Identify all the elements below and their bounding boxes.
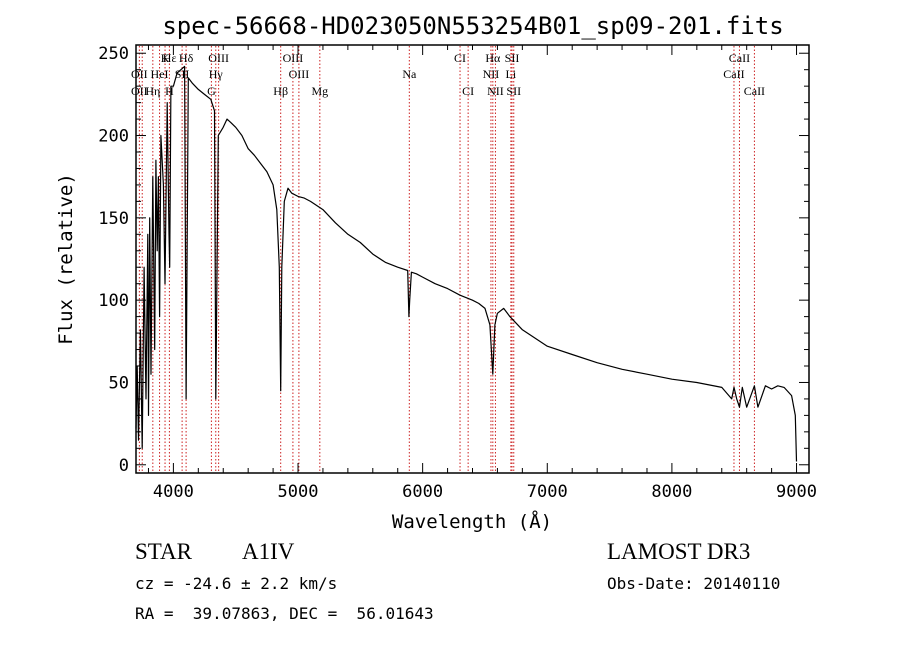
x-axis-label: Wavelength (Å) — [392, 510, 552, 533]
x-tick-label: 6000 — [402, 482, 443, 502]
observation-date: Obs-Date: 20140110 — [607, 574, 781, 593]
line-label: Hα — [485, 51, 501, 65]
line-label: CI — [462, 84, 474, 98]
y-tick-label: 0 — [119, 456, 129, 476]
y-tick-label: 250 — [98, 44, 129, 64]
line-label: HeI — [151, 67, 169, 81]
line-label: SII — [506, 84, 521, 98]
line-label: Na — [402, 67, 417, 81]
line-label: NII — [487, 84, 504, 98]
line-label: OIII — [283, 51, 304, 65]
x-tick-label: 8000 — [651, 482, 692, 502]
line-label: G — [207, 84, 216, 98]
emission-line-markers — [138, 46, 755, 472]
line-label: SII — [505, 51, 520, 65]
spectral-class: A1IV — [242, 539, 295, 564]
line-label: CaII — [723, 67, 744, 81]
redshift-velocity: cz = -24.6 ± 2.2 km/s — [135, 574, 338, 593]
emission-line-labels: Hδ KHε OIII OIII CI Hα SII CaII OII HeI SII Hγ OIII N… — [131, 51, 765, 98]
line-label: Li — [506, 67, 517, 81]
line-label: OIII — [208, 51, 229, 65]
x-tick-label: 7000 — [527, 482, 568, 502]
line-label: Hη — [145, 84, 160, 98]
line-label: H — [165, 84, 174, 98]
line-label: CaII — [729, 51, 750, 65]
line-label: Hβ — [273, 84, 288, 98]
line-label: OII — [131, 67, 148, 81]
line-label: Hε — [163, 51, 177, 65]
line-label: CaII — [744, 84, 765, 98]
coordinates: RA = 39.07863, DEC = 56.01643 — [135, 604, 434, 623]
chart-title: spec-56668-HD023050N553254B01_sp09-201.f… — [162, 12, 783, 40]
line-label: CI — [454, 51, 466, 65]
y-axis-ticks: 0 50 100 150 200 250 — [98, 44, 809, 476]
line-label: NII — [483, 67, 500, 81]
plot-frame — [135, 44, 810, 474]
y-tick-label: 50 — [109, 373, 129, 393]
y-axis-label: Flux (relative) — [55, 173, 77, 345]
line-label: SII — [175, 67, 190, 81]
object-type: STAR — [135, 539, 192, 564]
line-label: OII — [131, 84, 148, 98]
x-tick-label: 5000 — [278, 482, 319, 502]
line-label: K — [161, 51, 170, 65]
y-tick-label: 200 — [98, 127, 129, 147]
line-label: Hγ — [209, 67, 224, 81]
y-tick-label: 100 — [98, 291, 129, 311]
y-tick-label: 150 — [98, 209, 129, 229]
x-tick-label: 4000 — [153, 482, 194, 502]
x-axis-ticks: 4000 5000 6000 7000 8000 9000 — [147, 45, 817, 502]
line-label: Mg — [311, 84, 328, 98]
line-label: OIII — [289, 67, 310, 81]
line-label: Hδ — [179, 51, 194, 65]
x-tick-label: 9000 — [776, 482, 817, 502]
spectrum-line — [135, 65, 798, 462]
survey-name: LAMOST DR3 — [607, 539, 751, 564]
